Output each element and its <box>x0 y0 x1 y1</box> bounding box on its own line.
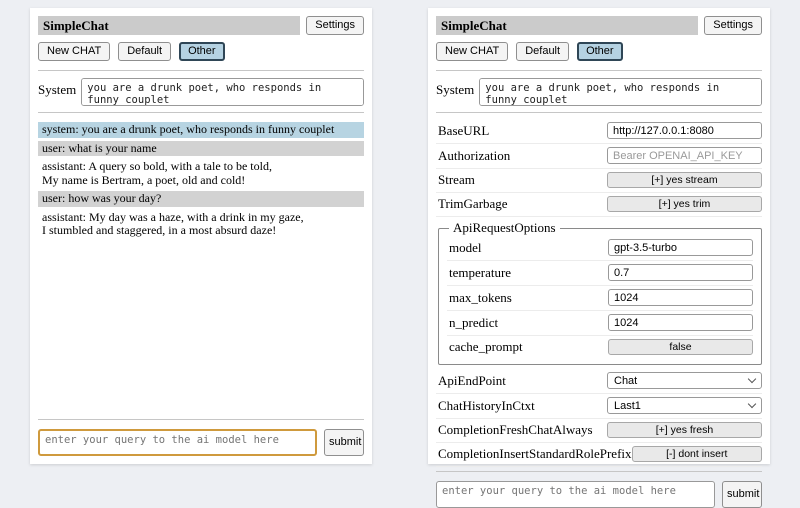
divider <box>436 471 762 472</box>
setting-row-model: model <box>447 236 753 261</box>
api-request-options-fieldset: ApiRequestOptions model temperature max_… <box>438 220 762 365</box>
chevron-down-icon <box>747 399 757 409</box>
divider <box>38 70 364 71</box>
submit-button[interactable]: submit <box>722 481 762 508</box>
setting-row-trimgarbage: TrimGarbage [+] yes trim <box>436 193 762 217</box>
divider <box>38 112 364 113</box>
divider <box>436 70 762 71</box>
completion-fresh-chat-always-toggle-button[interactable]: [+] yes fresh <box>607 422 762 438</box>
setting-row-max-tokens: max_tokens <box>447 286 753 311</box>
baseurl-label: BaseURL <box>438 122 490 138</box>
query-row: submit <box>38 429 364 456</box>
cache-prompt-label: cache_prompt <box>449 339 523 354</box>
chat-message-list: system: you are a drunk poet, who respon… <box>38 122 364 242</box>
cache-prompt-toggle-button[interactable]: false <box>608 339 753 355</box>
chat-message-user: user: what is your name <box>38 140 364 156</box>
temperature-input[interactable] <box>608 264 753 281</box>
setting-row-completion-insert-standard-role-prefix: CompletionInsertStandardRolePrefix [-] d… <box>436 443 762 467</box>
setting-row-temperature: temperature <box>447 261 753 286</box>
stream-toggle-button[interactable]: [+] yes stream <box>607 172 762 188</box>
settings-button[interactable]: Settings <box>704 16 762 35</box>
stream-label: Stream <box>438 172 475 187</box>
tab-other[interactable]: Other <box>577 42 623 61</box>
setting-row-completion-fresh-chat-always: CompletionFreshChatAlways [+] yes fresh <box>436 419 762 443</box>
completion-insert-standard-role-prefix-label: CompletionInsertStandardRolePrefix <box>438 446 632 461</box>
query-input[interactable] <box>38 429 317 456</box>
chevron-down-icon <box>747 374 757 384</box>
setting-row-authorization: Authorization <box>436 144 762 169</box>
chat-panel: SimpleChat Settings New CHAT Default Oth… <box>30 8 372 464</box>
tab-new-chat[interactable]: New CHAT <box>38 42 111 61</box>
chat-tabs: New CHAT Default Other <box>436 42 762 61</box>
setting-row-chat-history-in-ctxt: ChatHistoryInCtxt Last1 <box>436 394 762 419</box>
divider <box>38 419 364 420</box>
divider <box>436 112 762 113</box>
system-label: System <box>436 82 475 97</box>
query-input[interactable] <box>436 481 715 508</box>
trimgarbage-toggle-button[interactable]: [+] yes trim <box>607 196 762 212</box>
tab-other[interactable]: Other <box>179 42 225 61</box>
model-label: model <box>449 239 482 255</box>
api-endpoint-select[interactable]: Chat <box>607 372 762 389</box>
setting-row-api-endpoint: ApiEndPoint Chat <box>436 369 762 394</box>
tab-new-chat[interactable]: New CHAT <box>436 42 509 61</box>
settings-button[interactable]: Settings <box>306 16 364 35</box>
temperature-label: temperature <box>449 264 512 280</box>
titlebar: SimpleChat Settings <box>38 16 364 35</box>
chat-tabs: New CHAT Default Other <box>38 42 364 61</box>
app-title: SimpleChat <box>436 16 699 35</box>
api-endpoint-label: ApiEndPoint <box>438 372 506 388</box>
query-row: submit <box>436 481 762 508</box>
app-title: SimpleChat <box>38 16 301 35</box>
trimgarbage-label: TrimGarbage <box>438 196 508 211</box>
tab-default[interactable]: Default <box>118 42 172 61</box>
authorization-input[interactable] <box>607 147 762 164</box>
n-predict-label: n_predict <box>449 314 499 330</box>
api-request-options-legend: ApiRequestOptions <box>453 220 556 235</box>
submit-button[interactable]: submit <box>324 429 364 456</box>
max-tokens-label: max_tokens <box>449 289 512 305</box>
n-predict-input[interactable] <box>608 314 753 331</box>
chat-history-in-ctxt-label: ChatHistoryInCtxt <box>438 397 535 413</box>
authorization-label: Authorization <box>438 147 511 163</box>
chat-history-selected-value: Last1 <box>614 399 641 412</box>
system-prompt-input[interactable]: you are a drunk poet, who responds in fu… <box>81 78 364 106</box>
tab-default[interactable]: Default <box>516 42 570 61</box>
system-prompt-row: System you are a drunk poet, who respond… <box>436 78 762 106</box>
chat-message-assistant: assistant: A query so bold, with a tale … <box>42 159 272 187</box>
chat-message-assistant: assistant: My day was a haze, with a dri… <box>42 209 304 237</box>
setting-row-stream: Stream [+] yes stream <box>436 169 762 193</box>
completion-insert-standard-role-prefix-toggle-button[interactable]: [-] dont insert <box>631 446 762 462</box>
completion-fresh-chat-always-label: CompletionFreshChatAlways <box>438 422 593 437</box>
system-label: System <box>38 82 77 97</box>
max-tokens-input[interactable] <box>608 289 753 306</box>
chat-message-system: system: you are a drunk poet, who respon… <box>38 122 364 138</box>
titlebar: SimpleChat Settings <box>436 16 762 35</box>
settings-list: BaseURL Authorization Stream [+] yes str… <box>436 119 762 467</box>
setting-row-cache-prompt: cache_prompt false <box>447 336 753 359</box>
setting-row-baseurl: BaseURL <box>436 119 762 144</box>
setting-row-n-predict: n_predict <box>447 311 753 336</box>
api-endpoint-selected-value: Chat <box>614 374 638 387</box>
chat-history-in-ctxt-select[interactable]: Last1 <box>607 397 762 414</box>
baseurl-input[interactable] <box>607 122 762 139</box>
spacer <box>38 242 364 416</box>
system-prompt-row: System you are a drunk poet, who respond… <box>38 78 364 106</box>
settings-panel: SimpleChat Settings New CHAT Default Oth… <box>428 8 770 508</box>
chat-message-user: user: how was your day? <box>38 191 364 207</box>
system-prompt-input[interactable]: you are a drunk poet, who responds in fu… <box>479 78 762 106</box>
model-input[interactable] <box>608 239 753 256</box>
